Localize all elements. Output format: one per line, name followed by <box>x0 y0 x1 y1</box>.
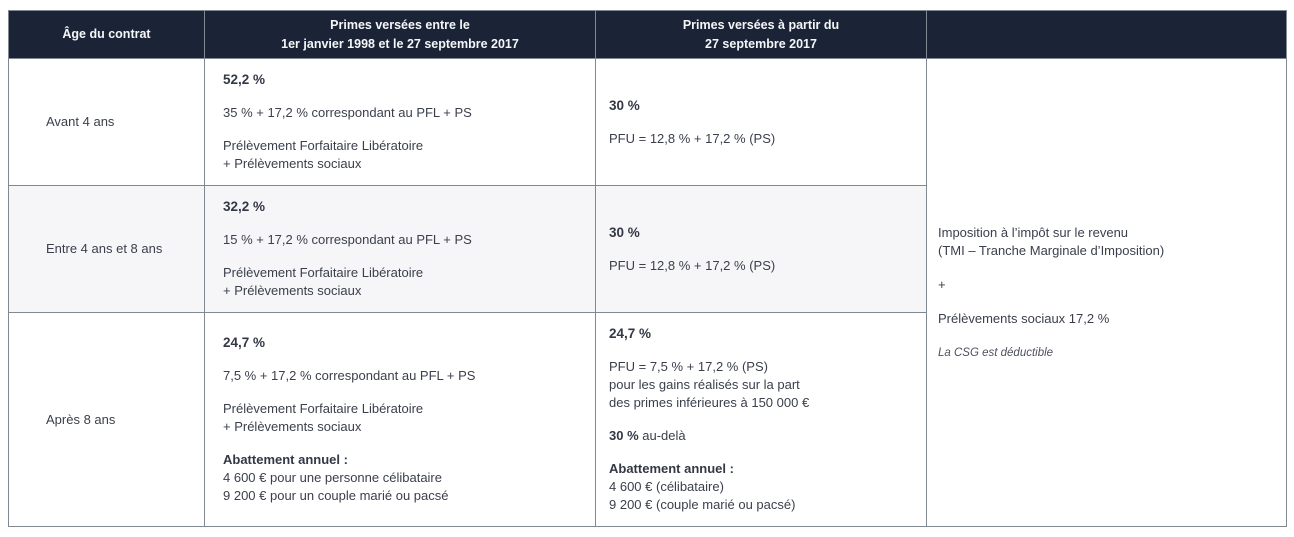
rate-formula: PFU = 7,5 % + 17,2 % (PS) pour les gains… <box>609 358 912 412</box>
header-primes-avant-sept-2017: Primes versées entre le 1er janvier 1998… <box>204 10 596 59</box>
row-apres-8-ans: Après 8 ans 24,7 % 7,5 % + 17,2 % corres… <box>8 312 1287 527</box>
formula-line2: pour les gains réalisés sur la part <box>609 377 800 392</box>
rate-detail: Prélèvement Forfaitaire Libératoire + Pr… <box>223 264 581 300</box>
abattement-title: Abattement annuel : <box>609 461 734 476</box>
cell-avant4-pfu: 30 % PFU = 12,8 % + 17,2 % (PS) <box>595 58 927 186</box>
beyond-rate: 30 % <box>609 428 639 443</box>
header-primes-before-line2: 1er janvier 1998 et le 27 septembre 2017 <box>281 36 519 51</box>
side-note-social: Prélèvements sociaux 17,2 % <box>938 310 1110 326</box>
cell-imposition-revenu: Imposition à l’impôt sur le revenu (TMI … <box>926 58 1287 527</box>
cell-avant4-pfl: 52,2 % 35 % + 17,2 % correspondant au PF… <box>204 58 596 186</box>
abattement-line1: 4 600 € pour une personne célibataire <box>223 470 442 485</box>
rate-value: 24,7 % <box>223 335 266 350</box>
contract-tax-table: Âge du contrat Primes versées entre le 1… <box>8 10 1287 527</box>
age-label-entre-4-et-8-ans: Entre 4 ans et 8 ans <box>8 185 205 313</box>
side-note-plus: + <box>938 276 946 292</box>
header-age-du-contrat: Âge du contrat <box>8 10 205 59</box>
abattement-title: Abattement annuel : <box>223 452 348 467</box>
abattement-line2: 9 200 € pour un couple marié ou pacsé <box>223 488 449 503</box>
age-label-avant-4-ans: Avant 4 ans <box>8 58 205 186</box>
detail-line1: Prélèvement Forfaitaire Libératoire <box>223 138 424 153</box>
row-avant-4-ans: Avant 4 ans 52,2 % 35 % + 17,2 % corresp… <box>8 58 1287 527</box>
header-empty-cell <box>926 10 1287 59</box>
detail-line1: Prélèvement Forfaitaire Libératoire <box>223 401 424 416</box>
detail-line2: + Prélèvements sociaux <box>223 419 362 434</box>
formula-line3: des primes inférieures à 150 000 € <box>609 395 810 410</box>
rate-value: 30 % <box>609 224 640 240</box>
header-primes-after-line2: 27 septembre 2017 <box>705 36 817 51</box>
cell-entre4et8-pfu: 30 % PFU = 12,8 % + 17,2 % (PS) <box>595 185 927 313</box>
age-text: Avant 4 ans <box>46 114 115 129</box>
age-text: Après 8 ans <box>46 411 116 427</box>
rate-formula: 7,5 % + 17,2 % correspondant au PFL + PS <box>223 368 476 383</box>
row-entre-4-et-8-ans: Entre 4 ans et 8 ans 32,2 % 15 % + 17,2 … <box>8 185 1287 313</box>
rate-value: 52,2 % <box>223 72 266 87</box>
detail-line2: + Prélèvements sociaux <box>223 156 362 171</box>
abattement-block: Abattement annuel : 4 600 € (célibataire… <box>609 460 912 514</box>
side-note-line1: Imposition à l’impôt sur le revenu <box>938 224 1129 240</box>
cell-apres8-pfu: 24,7 % PFU = 7,5 % + 17,2 % (PS) pour le… <box>595 312 927 527</box>
abattement-line2: 9 200 € (couple marié ou pacsé) <box>609 497 796 512</box>
rate-value: 24,7 % <box>609 326 652 341</box>
beyond-suffix: au-delà <box>638 428 686 443</box>
rate-detail: Prélèvement Forfaitaire Libératoire + Pr… <box>223 400 581 436</box>
header-age-label: Âge du contrat <box>62 27 151 41</box>
header-row: Âge du contrat Primes versées entre le 1… <box>8 10 1287 59</box>
cell-entre4et8-pfl: 32,2 % 15 % + 17,2 % correspondant au PF… <box>204 185 596 313</box>
rate-formula: 15 % + 17,2 % correspondant au PFL + PS <box>223 232 472 247</box>
abattement-line1: 4 600 € (célibataire) <box>609 479 724 494</box>
table-body: Avant 4 ans 52,2 % 35 % + 17,2 % corresp… <box>8 58 1287 527</box>
side-note-imposition: Imposition à l’impôt sur le revenu (TMI … <box>938 224 1272 260</box>
header-primes-apres-sept-2017: Primes versées à partir du 27 septembre … <box>595 10 927 59</box>
formula-line1: PFU = 7,5 % + 17,2 % (PS) <box>609 359 768 374</box>
rate-formula: PFU = 12,8 % + 17,2 % (PS) <box>609 130 776 146</box>
side-note-csg: La CSG est déductible <box>938 346 1054 359</box>
table-header: Âge du contrat Primes versées entre le 1… <box>8 10 1287 59</box>
beyond-rate-line: 30 % au-delà <box>609 427 912 445</box>
rate-detail: Prélèvement Forfaitaire Libératoire + Pr… <box>223 137 581 173</box>
header-primes-after-line1: Primes versées à partir du <box>682 17 840 32</box>
detail-line1: Prélèvement Forfaitaire Libératoire <box>223 265 424 280</box>
side-note-line2: (TMI – Tranche Marginale d’Imposition) <box>938 242 1165 258</box>
age-text: Entre 4 ans et 8 ans <box>46 241 163 256</box>
abattement-block: Abattement annuel : 4 600 € pour une per… <box>223 451 581 505</box>
detail-line2: + Prélèvements sociaux <box>223 283 362 298</box>
rate-formula: PFU = 12,8 % + 17,2 % (PS) <box>609 257 776 273</box>
rate-formula: 35 % + 17,2 % correspondant au PFL + PS <box>223 105 472 120</box>
cell-apres8-pfl: 24,7 % 7,5 % + 17,2 % correspondant au P… <box>204 312 596 527</box>
header-primes-before-line1: Primes versées entre le <box>330 17 470 32</box>
rate-value: 32,2 % <box>223 199 266 214</box>
age-label-apres-8-ans: Après 8 ans <box>8 312 205 527</box>
rate-value: 30 % <box>609 97 640 113</box>
